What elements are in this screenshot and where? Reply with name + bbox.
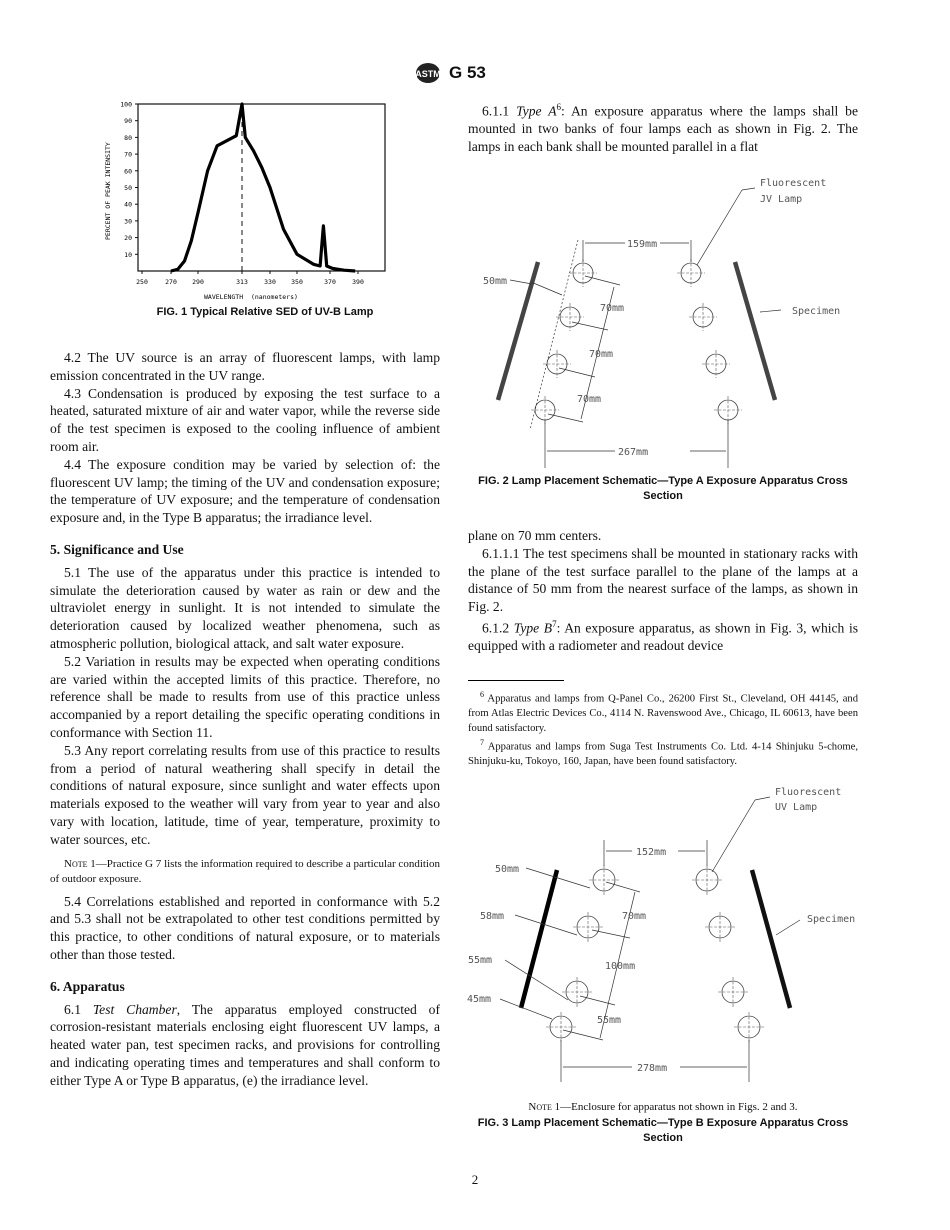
y-tick-label: 10 — [124, 251, 132, 259]
label-278mm: 278mm — [637, 1063, 667, 1074]
label-70mm-b: 70mm — [622, 911, 646, 922]
series-line — [170, 102, 356, 273]
label-70mm-2: 70mm — [589, 349, 613, 360]
y-axis-label: PERCENT OF PEAK INTENSITY — [104, 142, 112, 240]
lamp-icon — [569, 259, 597, 287]
figure-1-chart: 250 270 290 313 330 350 370 390 10 20 30 40 50 60 70 80… — [104, 101, 386, 301]
lamp-icon — [692, 865, 722, 895]
y-tick-label: 60 — [124, 167, 132, 175]
right-column-body: plane on 70 mm centers. 6.1.1.1 The test… — [468, 527, 858, 655]
lamp-icon — [718, 977, 748, 1007]
y-tick-label: 50 — [124, 184, 132, 192]
x-tick-label: 270 — [165, 278, 177, 286]
para-5-1: 5.1 The use of the apparatus under this … — [50, 564, 440, 651]
right-specimen-b — [749, 869, 793, 1009]
para-4-3: 4.3 Condensation is produced by exposing… — [50, 385, 440, 454]
para-5-4: 5.4 Correlations established and reporte… — [50, 893, 440, 962]
label-45mm: 45mm — [467, 994, 491, 1005]
section-6-heading: 6. Apparatus — [50, 978, 125, 994]
left-column: 4.2 The UV source is an array of fluores… — [50, 349, 440, 1089]
footnote-6: 6 Apparatus and lamps from Q-Panel Co., … — [468, 690, 858, 734]
y-tick-label: 70 — [124, 151, 132, 159]
y-tick-label: 30 — [124, 217, 132, 225]
x-tick-label: 370 — [324, 278, 336, 286]
label-uv-lamp: JV Lamp — [760, 194, 802, 205]
left-specimen-b — [518, 869, 560, 1009]
label-100mm: 100mm — [605, 961, 635, 972]
label-267mm: 267mm — [618, 447, 648, 458]
label-50mm: 50mm — [483, 276, 507, 287]
para-6-1-1: 6.1.1 Type A6: An exposure apparatus whe… — [468, 102, 859, 155]
designation: G 53 — [449, 63, 486, 82]
x-tick-label: 390 — [352, 278, 364, 286]
astm-logo: ASTM — [415, 63, 441, 83]
lamp-icon — [589, 865, 619, 895]
left-specimen — [495, 261, 541, 401]
lamp-icon — [734, 1012, 764, 1042]
lamp-icon — [677, 259, 705, 287]
figure-1-caption: FIG. 1 Typical Relative SED of UV-B Lamp — [156, 306, 374, 318]
page-header: ASTM G 53 — [415, 62, 486, 84]
para-5-2: 5.2 Variation in results may be expected… — [50, 653, 440, 740]
x-axis-label: WAVELENGTH (nanometers) — [204, 293, 298, 301]
para-6-1: 6.1 Test Chamber, The apparatus employed… — [50, 1001, 440, 1088]
label-specimen: Specimen — [792, 306, 840, 317]
x-tick-label: 313 — [236, 278, 248, 286]
label-fluorescent-b: Fluorescent — [775, 787, 841, 798]
y-tick-label: 80 — [124, 134, 132, 142]
label-55mm-b: 55mm — [597, 1015, 621, 1026]
svg-text:ASTM: ASTM — [415, 69, 441, 79]
lamp-icon — [556, 303, 584, 331]
label-50mm-b: 50mm — [495, 864, 519, 875]
y-tick-label: 20 — [124, 234, 132, 242]
x-tick-label: 350 — [291, 278, 303, 286]
footnote-divider — [468, 680, 564, 681]
para-4-4: 4.4 The exposure condition may be varied… — [50, 456, 440, 526]
para-4-2: 4.2 The UV source is an array of fluores… — [50, 350, 440, 383]
lamp-icon — [689, 303, 717, 331]
x-tick-label: 330 — [264, 278, 276, 286]
label-58mm: 58mm — [480, 911, 504, 922]
label-159mm: 159mm — [627, 239, 657, 250]
figure-3-diagram — [499, 796, 801, 1082]
lamp-icon — [705, 912, 735, 942]
label-fluorescent: Fluorescent — [760, 178, 826, 189]
label-specimen-b: Specimen — [807, 914, 855, 925]
lamp-icon — [702, 350, 730, 378]
figure-3-caption: FIG. 3 Lamp Placement Schematic—Type B E… — [477, 1117, 849, 1144]
right-specimen — [732, 261, 778, 401]
lamp-icon — [573, 912, 603, 942]
para-6-1-2: 6.1.2 Type B7: An exposure apparatus, as… — [468, 618, 859, 654]
label-70mm-1: 70mm — [600, 303, 624, 314]
page-number: 2 — [471, 1172, 479, 1187]
label-152mm: 152mm — [636, 847, 666, 858]
label-uv-lamp-b: UV Lamp — [775, 802, 817, 813]
y-tick-label: 100 — [120, 101, 132, 109]
para-6-1-1-1: 6.1.1.1 The test specimens shall be moun… — [468, 545, 858, 615]
lamp-icon — [714, 396, 742, 424]
para-6-1-1-cont: plane on 70 mm centers. — [468, 528, 602, 543]
lamp-icon — [531, 396, 559, 424]
lamp-icon — [562, 977, 592, 1007]
footnote-7: 7 Apparatus and lamps from Suga Test Ins… — [468, 738, 858, 768]
figure-2-caption: FIG. 2 Lamp Placement Schematic—Type A E… — [478, 475, 848, 502]
y-tick-label: 90 — [124, 117, 132, 125]
y-tick-label: 40 — [124, 201, 132, 209]
footnotes: 6 Apparatus and lamps from Q-Panel Co., … — [468, 688, 858, 770]
lamp-icon — [543, 350, 571, 378]
x-tick-label: 250 — [136, 278, 148, 286]
figure-3-note: Note 1—Enclosure for apparatus not shown… — [528, 1101, 798, 1113]
section-5-heading: 5. Significance and Use — [50, 541, 184, 557]
lamp-icon — [546, 1012, 576, 1042]
label-70mm-3: 70mm — [577, 394, 601, 405]
label-55mm-a: 55mm — [468, 955, 492, 966]
note-1: Note 1—Practice G 7 lists the informatio… — [50, 857, 440, 885]
x-tick-label: 290 — [192, 278, 204, 286]
para-5-3: 5.3 Any report correlating results from … — [50, 742, 440, 847]
